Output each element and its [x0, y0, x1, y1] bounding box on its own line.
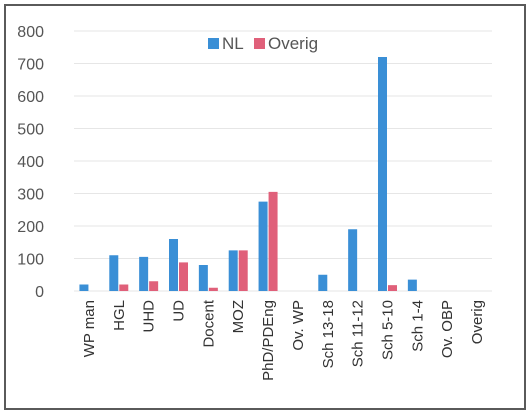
- x-tick-label: Sch 5-10: [380, 300, 397, 360]
- bar-nl: [198, 265, 208, 291]
- bar-nl: [169, 239, 178, 291]
- x-tick-label: UHD: [141, 300, 158, 333]
- y-axis-ticks: 0 100 200 300 400 500 600 700 800: [17, 24, 44, 301]
- legend-swatch-nl: [208, 38, 219, 49]
- x-tick-label: WP man: [81, 300, 98, 357]
- bar-nl: [139, 256, 149, 291]
- y-tick-label: 500: [17, 122, 44, 139]
- x-tick-label: MOZ: [230, 300, 247, 333]
- y-tick-label: 800: [17, 24, 44, 41]
- y-tick-label: 700: [17, 57, 44, 74]
- x-tick-label: Docent: [200, 299, 217, 347]
- y-tick-label: 400: [17, 154, 44, 171]
- bar-overig: [149, 281, 159, 291]
- bar-overig: [208, 287, 218, 291]
- bar-nl: [318, 274, 328, 291]
- x-tick-label: Overig: [469, 300, 486, 344]
- bar-overig: [238, 250, 248, 291]
- bars: [79, 57, 417, 291]
- legend-swatch-overig: [254, 38, 265, 49]
- bar-overig: [119, 284, 129, 291]
- x-tick-label: Ov. WP: [290, 300, 307, 351]
- x-tick-label: UD: [171, 300, 188, 322]
- bar-nl: [258, 201, 268, 291]
- x-axis-labels: WP man HGL UHD UD Docent MOZ PhD/PDEng Ov. WP Sc…: [81, 299, 486, 381]
- bar-overig: [179, 262, 188, 291]
- x-tick-label: Sch 1-4: [409, 300, 426, 352]
- bar-nl: [378, 57, 387, 291]
- bar-overig: [388, 285, 397, 291]
- bar-nl: [407, 279, 417, 291]
- bar-nl: [79, 284, 89, 291]
- y-tick-label: 200: [17, 219, 44, 236]
- legend-label-nl: NL: [222, 34, 244, 53]
- x-tick-label: HGL: [111, 300, 128, 331]
- bar-nl: [109, 255, 119, 291]
- y-tick-label: 100: [17, 252, 44, 269]
- x-tick-label: Ov. OBP: [439, 300, 456, 358]
- x-tick-label: Sch 13-18: [320, 300, 337, 368]
- bar-nl: [348, 229, 358, 291]
- y-tick-label: 300: [17, 187, 44, 204]
- gridlines: [74, 30, 492, 292]
- y-tick-label: 600: [17, 89, 44, 106]
- bar-overig: [268, 191, 278, 291]
- legend-label-overig: Overig: [268, 34, 318, 53]
- bar-nl: [228, 250, 238, 291]
- y-tick-label: 0: [35, 284, 44, 301]
- legend: NL Overig: [208, 34, 318, 53]
- x-tick-label: Sch 11-12: [350, 300, 367, 367]
- x-tick-label: PhD/PDEng: [260, 300, 277, 381]
